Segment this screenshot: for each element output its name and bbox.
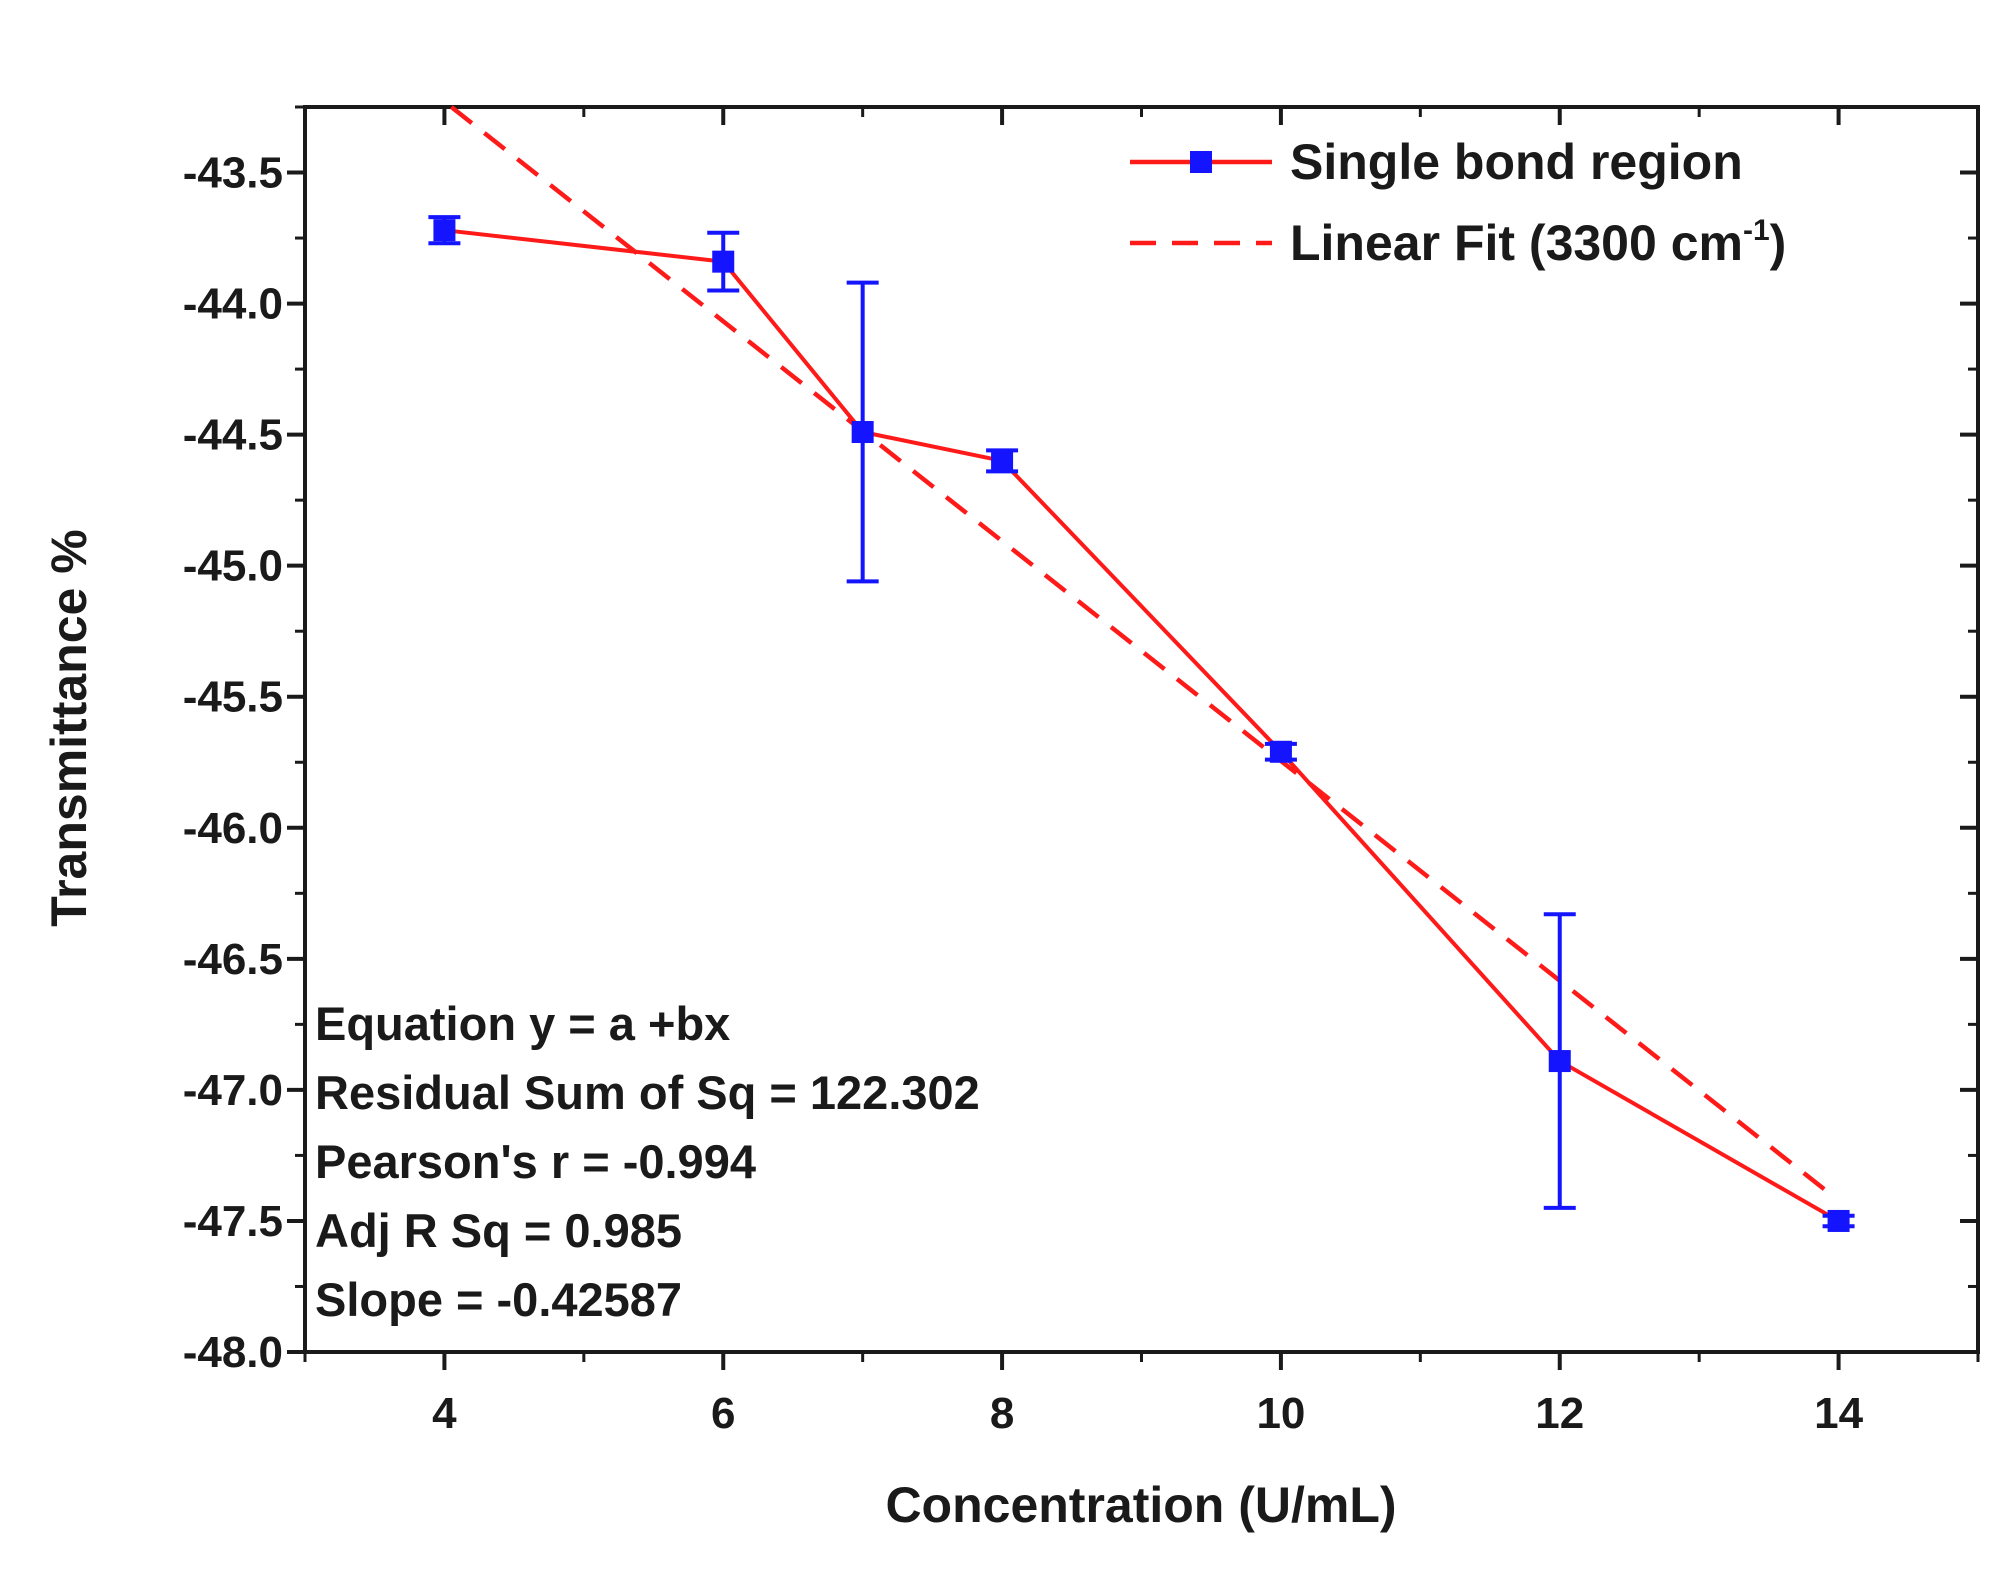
x-axis-title: Concentration (U/mL) — [885, 1477, 1396, 1533]
x-axis: 4 6 8 10 12 14 — [303, 107, 1980, 1438]
y-axis-title: Transmittance % — [41, 529, 97, 926]
fit-statistic-line: Adj R Sq = 0.985 — [315, 1204, 682, 1257]
x-tick-label: 14 — [1814, 1389, 1863, 1438]
data-point-marker — [1548, 1050, 1571, 1073]
fit-statistic-line: Residual Sum of Sq = 122.302 — [315, 1066, 980, 1119]
y-tick-label: -45.5 — [183, 673, 283, 722]
y-axis: -43.5 -44.0 -44.5 -45.0 -45.5 -46.0 -46.5 -47.0… — [183, 105, 1978, 1377]
legend: Single bond region Linear Fit (3300 cm-1) — [1130, 134, 1786, 271]
fit-statistic-line: Equation y = a +bx — [315, 997, 730, 1050]
y-tick-label: -44.5 — [183, 411, 283, 460]
plot-area — [428, 105, 1855, 1232]
y-tick-label: -47.5 — [183, 1197, 283, 1246]
y-tick-label: -43.5 — [183, 149, 283, 198]
y-tick-label: -47.0 — [183, 1066, 283, 1115]
legend-label-linear-fit: Linear Fit (3300 cm-1) — [1290, 214, 1786, 271]
data-point-marker — [1827, 1209, 1850, 1232]
y-tick-label: -48.0 — [183, 1328, 283, 1377]
legend-label-single-bond: Single bond region — [1290, 134, 1743, 190]
legend-label-superscript: -1 — [1743, 214, 1770, 247]
legend-swatch-marker — [1190, 151, 1212, 173]
legend-label-suffix: ) — [1770, 215, 1787, 271]
data-point-marker — [851, 421, 874, 444]
data-point-marker — [433, 219, 456, 242]
legend-label-linear-fit-main: Linear Fit (3300 cm — [1290, 215, 1743, 271]
data-point-marker — [1269, 740, 1292, 763]
data-point-marker — [991, 449, 1014, 472]
x-tick-label: 6 — [711, 1389, 735, 1438]
x-tick-label: 4 — [432, 1389, 457, 1438]
data-point-marker — [712, 250, 735, 273]
x-tick-label: 12 — [1535, 1389, 1584, 1438]
y-tick-label: -44.0 — [183, 280, 283, 329]
y-tick-label: -45.0 — [183, 542, 283, 591]
x-tick-label: 10 — [1256, 1389, 1305, 1438]
y-tick-label: -46.0 — [183, 804, 283, 853]
x-tick-label: 8 — [990, 1389, 1014, 1438]
fit-statistic-line: Pearson's r = -0.994 — [315, 1135, 756, 1188]
y-tick-label: -46.5 — [183, 935, 283, 984]
fit-statistics: Equation y = a +bx Residual Sum of Sq = 1… — [315, 997, 980, 1326]
fit-statistic-line: Slope = -0.42587 — [315, 1273, 682, 1326]
